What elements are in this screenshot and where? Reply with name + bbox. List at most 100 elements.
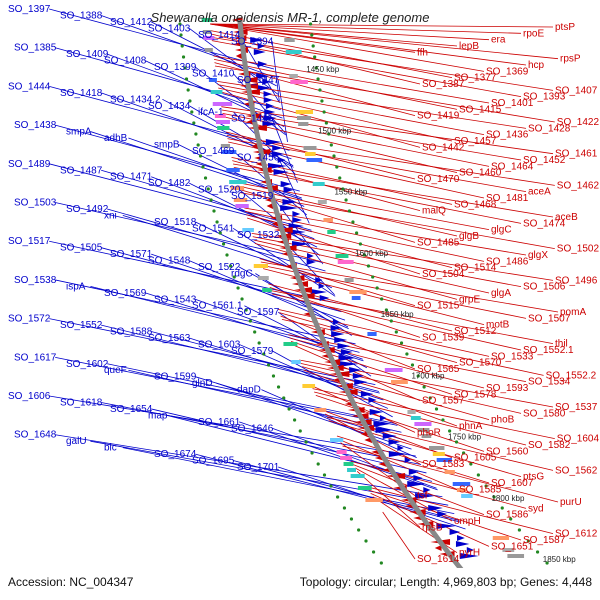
reverse-gene-label: SO_1415: [459, 104, 502, 115]
reverse-leader-line: [338, 438, 458, 490]
ring-dot: [186, 88, 190, 92]
forward-gene-label: SO_1518: [154, 217, 197, 228]
reverse-feature-block: [257, 276, 269, 280]
forward-gene-label: SO_1552: [60, 320, 103, 331]
forward-gene-label: SO_1394: [231, 36, 274, 47]
ring-dot: [271, 374, 276, 378]
forward-gene-label: SO_1385: [14, 43, 57, 54]
reverse-leader-line: [210, 23, 554, 28]
forward-gene-arrow: [459, 553, 479, 559]
forward-leader-line: [101, 324, 380, 394]
reverse-leader-line: [270, 290, 554, 345]
reverse-gene-label: glgB: [459, 231, 479, 242]
forward-gene-label: SO_1522: [198, 262, 241, 273]
reverse-leader-line: [303, 369, 458, 427]
ring-dot: [225, 253, 229, 257]
forward-gene-label: SO_1603: [198, 339, 241, 350]
forward-gene-arrow: [382, 433, 397, 439]
forward-gene-label: SO_1456: [237, 152, 280, 163]
reverse-gene-label: SO_1593: [486, 383, 529, 394]
reverse-gene-label: SO_1562: [555, 465, 598, 476]
reverse-leader-line: [351, 460, 527, 509]
reverse-gene-label: SO_1585: [459, 484, 502, 495]
forward-feature-block: [303, 146, 317, 150]
reverse-gene-label: aceA: [528, 187, 551, 198]
forward-gene-arrow: [373, 421, 390, 427]
forward-feature-block: [432, 452, 445, 456]
forward-feature-block: [429, 446, 445, 450]
forward-gene-arrow: [354, 379, 368, 385]
forward-gene-arrow: [256, 73, 269, 79]
forward-gene-arrow: [455, 541, 470, 547]
reverse-gene-label: SO_1582: [528, 440, 571, 451]
reverse-gene-label: SO_1377: [454, 73, 497, 84]
forward-gene-label: SO_1471: [110, 172, 153, 183]
ring-dot: [244, 308, 248, 312]
ring-dot: [399, 341, 404, 345]
forward-gene-label: dapD: [237, 385, 261, 396]
forward-gene-label: smpA: [66, 127, 92, 138]
forward-leader-line: [49, 86, 290, 151]
forward-gene-label: SO_1541: [192, 223, 235, 234]
ring-dot: [526, 539, 530, 543]
ring-dot: [318, 88, 322, 92]
reverse-leader-line: [211, 36, 554, 91]
ring-dot: [332, 154, 336, 158]
ring-dot: [351, 220, 355, 224]
ring-dot: [183, 66, 187, 70]
forward-gene-arrow: [349, 367, 362, 373]
reverse-gene-label: rpoE: [523, 28, 544, 39]
ring-dot: [545, 561, 549, 565]
forward-gene-label: SO_1444: [8, 81, 51, 92]
reverse-gene-label: SO_1442: [422, 142, 465, 153]
ring-dot: [292, 418, 297, 422]
reverse-feature-block: [203, 36, 215, 40]
reverse-gene-arrow: [434, 545, 442, 551]
forward-gene-arrow: [257, 43, 265, 49]
reverse-gene-label: pyrH: [459, 548, 480, 559]
genome-backbone: [237, 19, 466, 574]
forward-gene-arrow: [283, 187, 294, 193]
ring-dot: [282, 396, 286, 400]
reverse-gene-label: SO_1485: [417, 237, 460, 248]
reverse-gene-label: pomA: [560, 307, 586, 318]
forward-leader-line: [107, 208, 326, 272]
forward-leader-line: [55, 356, 398, 426]
ring-dot: [221, 242, 226, 246]
forward-gene-label: SO_1543: [154, 294, 197, 305]
reverse-feature-block: [216, 120, 230, 124]
forward-gene-label: SO_1409: [66, 49, 109, 60]
forward-gene-arrow: [466, 547, 475, 553]
reverse-leader-line: [228, 141, 485, 199]
ring-dot: [416, 374, 420, 378]
forward-gene-arrow: [413, 475, 423, 481]
reverse-gene-label: SO_1407: [555, 85, 598, 96]
reverse-gene-label: SO_1496: [555, 275, 598, 286]
forward-gene-label: rdgC: [231, 268, 253, 279]
forward-leader-line: [151, 21, 277, 87]
ring-dot: [422, 385, 426, 389]
reverse-gene-label: SO_1565: [417, 364, 460, 375]
forward-gene-arrow: [334, 337, 348, 343]
forward-gene-label: SO_1538: [14, 275, 57, 286]
reverse-gene-label: SO_1533: [491, 351, 534, 362]
forward-feature-block: [323, 218, 333, 222]
forward-leader-line: [189, 337, 384, 401]
reverse-gene-label: grpE: [459, 294, 480, 305]
ring-dot: [212, 209, 216, 213]
forward-gene-label: glnD: [192, 378, 213, 389]
forward-gene-label: SO_1561.1: [192, 301, 243, 312]
reverse-gene-label: SO_1470: [417, 174, 460, 185]
reverse-gene-label: SO_1419: [417, 111, 460, 122]
forward-gene-arrow: [360, 391, 374, 397]
reverse-gene-label: SO_1502: [557, 244, 600, 255]
forward-feature-block: [407, 410, 416, 414]
forward-gene-label: SO_1606: [8, 391, 51, 402]
forward-leader-line: [239, 266, 349, 328]
forward-gene-arrow: [292, 217, 302, 223]
ring-dot: [341, 187, 345, 191]
reverse-leader-line: [239, 188, 416, 243]
reverse-leader-line: [232, 163, 554, 218]
forward-gene-label: SO_1489: [8, 159, 51, 170]
forward-feature-block: [456, 488, 467, 492]
